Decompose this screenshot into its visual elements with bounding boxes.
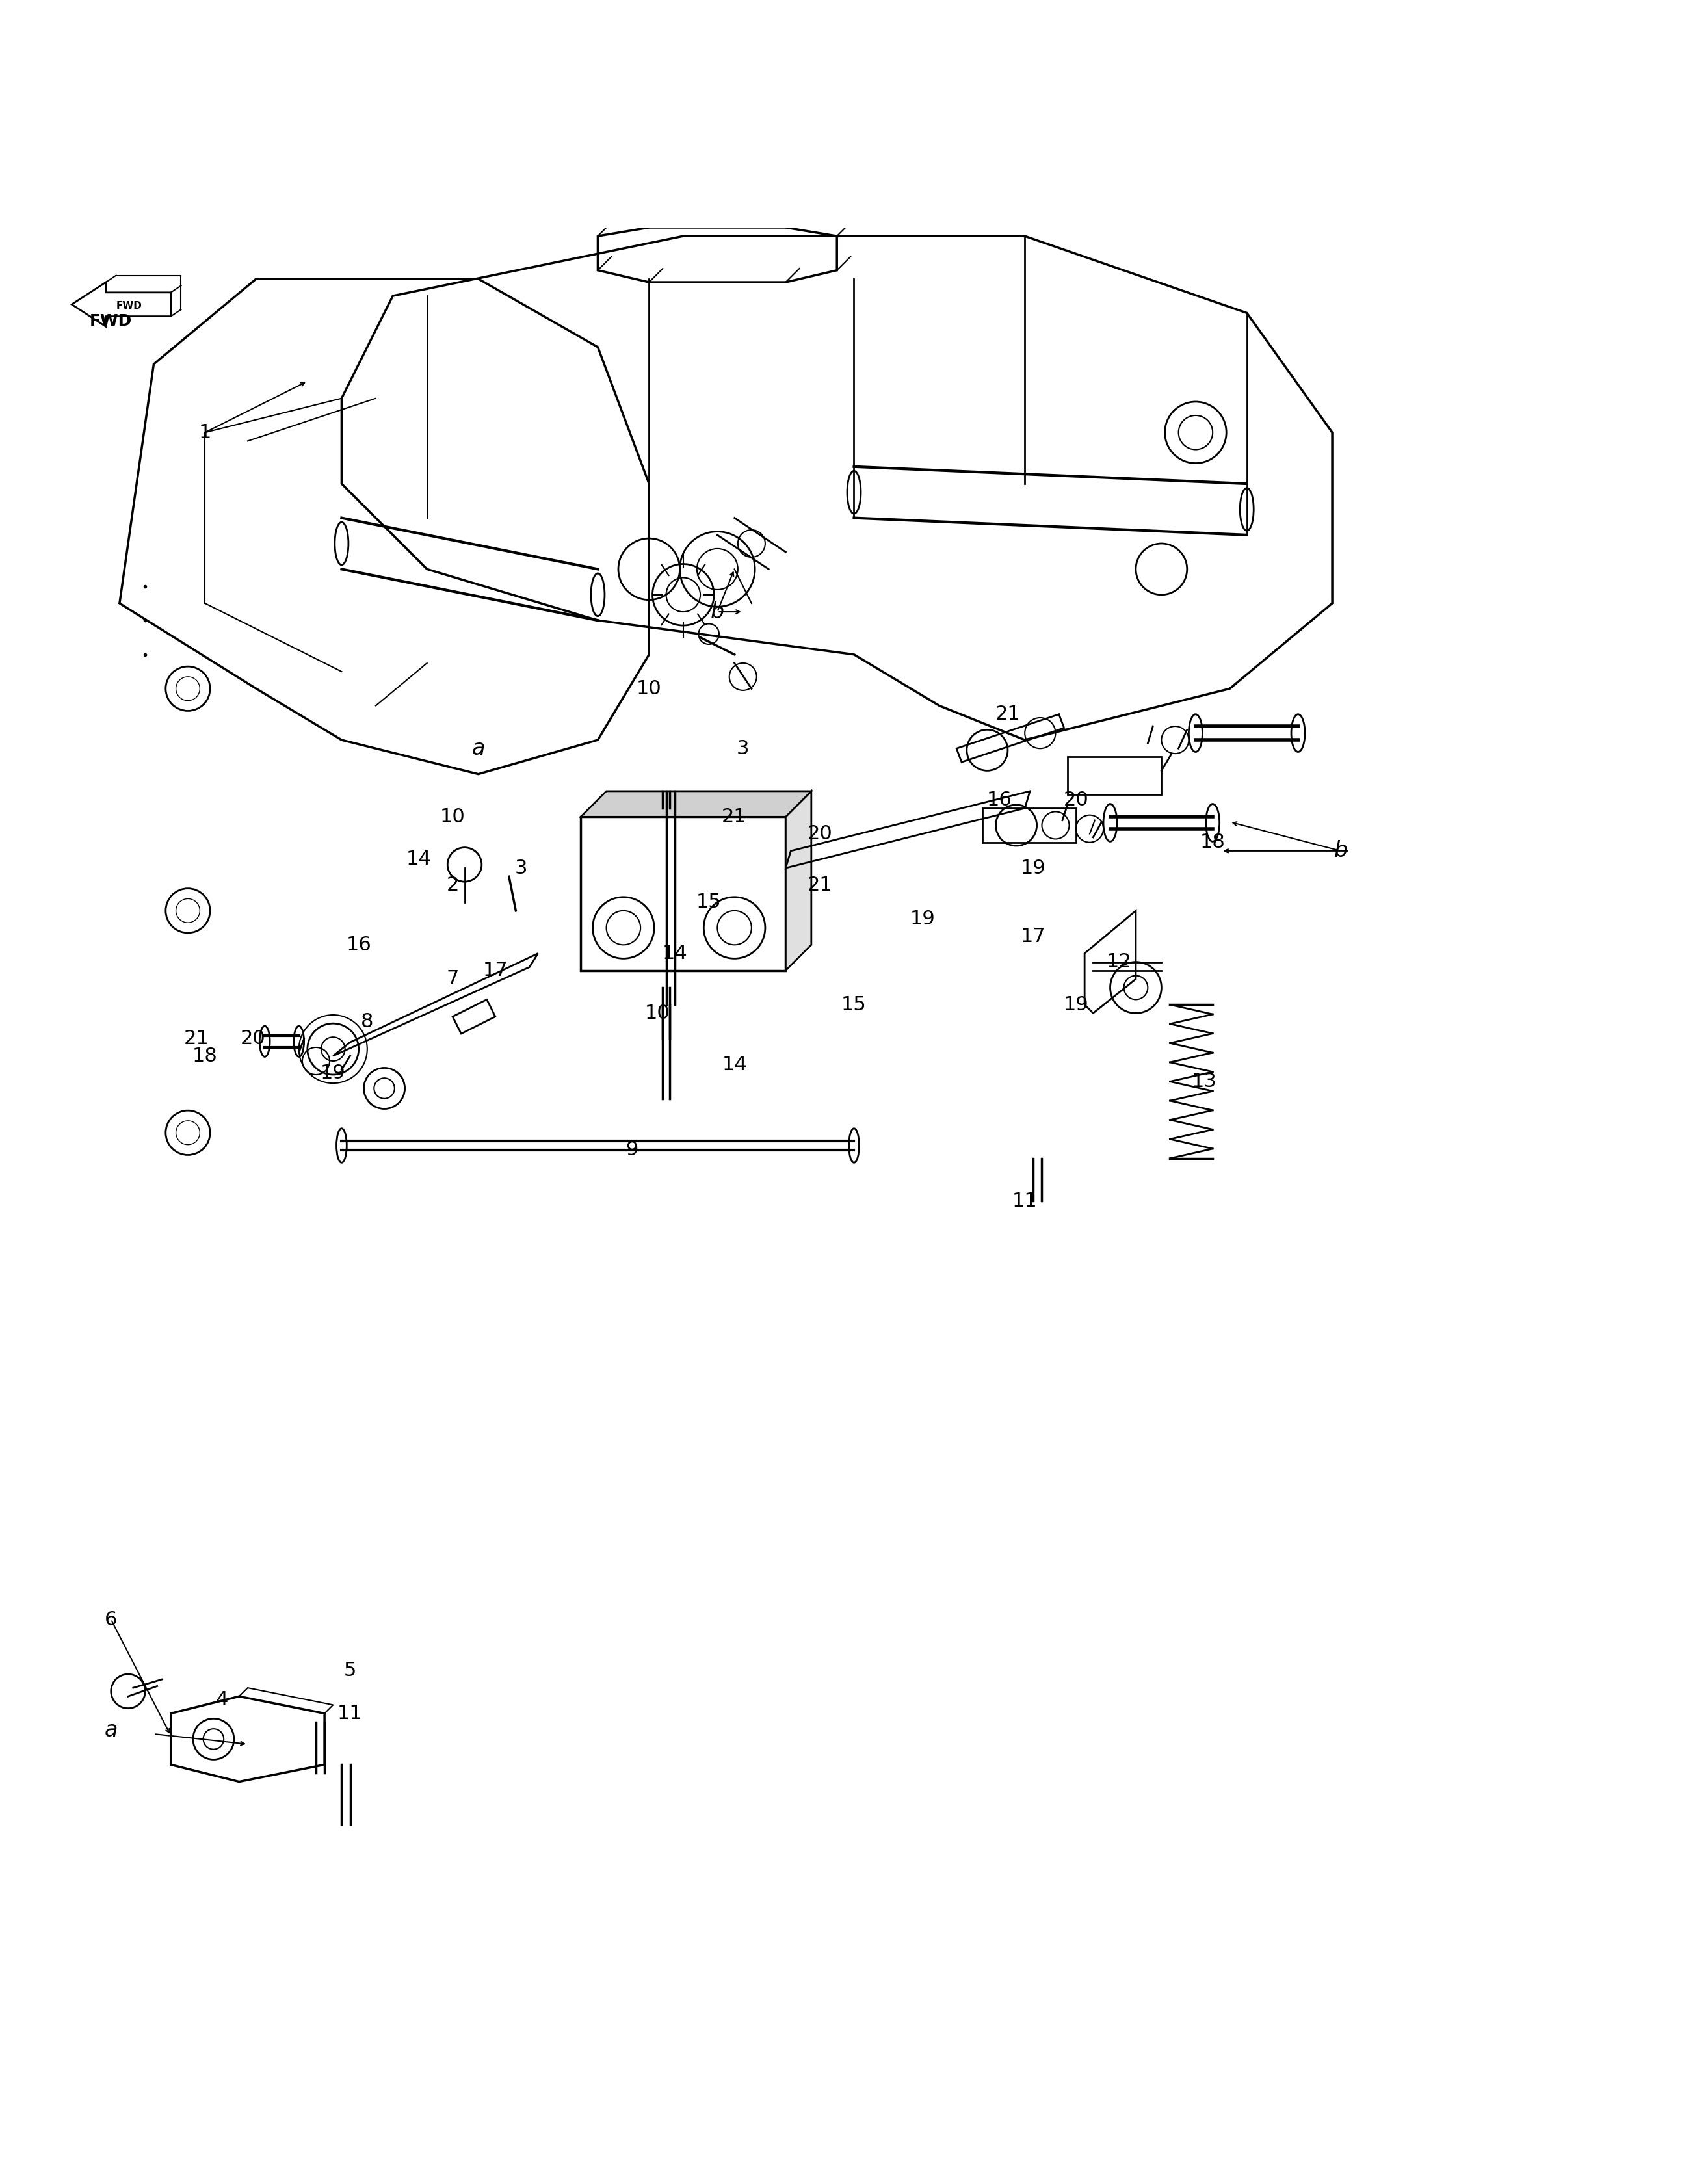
Text: 2: 2 [446, 876, 459, 895]
Text: 15: 15 [842, 995, 866, 1014]
Text: 18: 18 [193, 1047, 217, 1066]
Text: FWD: FWD [91, 314, 132, 329]
Text: 17: 17 [483, 960, 507, 980]
Text: 1: 1 [198, 424, 212, 441]
Text: 13: 13 [1192, 1073, 1216, 1090]
Text: 19: 19 [1021, 859, 1045, 878]
Text: 21: 21 [808, 876, 832, 895]
Text: 3: 3 [736, 740, 750, 757]
Text: b: b [1334, 839, 1348, 861]
Text: 15: 15 [697, 893, 721, 911]
Text: 20: 20 [241, 1030, 265, 1049]
Circle shape [111, 1674, 145, 1709]
Text: 20: 20 [1064, 789, 1088, 809]
Text: 10: 10 [441, 807, 465, 826]
Text: 4: 4 [215, 1689, 229, 1709]
Text: b: b [711, 601, 724, 623]
Text: 5: 5 [343, 1661, 357, 1681]
Text: 7: 7 [446, 969, 459, 988]
Text: a: a [104, 1720, 118, 1741]
Text: 19: 19 [1064, 995, 1088, 1014]
Text: 14: 14 [407, 850, 430, 870]
Text: 16: 16 [987, 789, 1011, 809]
Text: 14: 14 [663, 943, 687, 963]
Text: 8: 8 [360, 1012, 374, 1032]
Text: 12: 12 [1107, 952, 1131, 971]
Text: 10: 10 [646, 1004, 670, 1023]
Text: 19: 19 [321, 1064, 345, 1082]
Text: 3: 3 [514, 859, 528, 878]
Text: 11: 11 [338, 1704, 362, 1724]
Text: 14: 14 [722, 1056, 746, 1073]
Text: 19: 19 [910, 911, 934, 928]
Text: 21: 21 [996, 705, 1020, 725]
Text: 11: 11 [1013, 1192, 1037, 1211]
Polygon shape [581, 792, 811, 818]
Polygon shape [581, 818, 786, 971]
Text: 10: 10 [637, 679, 661, 699]
Text: 16: 16 [347, 934, 371, 954]
Text: 21: 21 [184, 1030, 208, 1049]
Text: FWD: FWD [116, 301, 142, 311]
Text: 21: 21 [722, 807, 746, 826]
Text: a: a [471, 738, 485, 759]
Text: 20: 20 [808, 824, 832, 844]
Polygon shape [786, 792, 811, 971]
Text: 18: 18 [1201, 833, 1225, 852]
Text: 9: 9 [625, 1140, 639, 1159]
Text: 17: 17 [1021, 928, 1045, 945]
Text: 6: 6 [104, 1609, 118, 1629]
